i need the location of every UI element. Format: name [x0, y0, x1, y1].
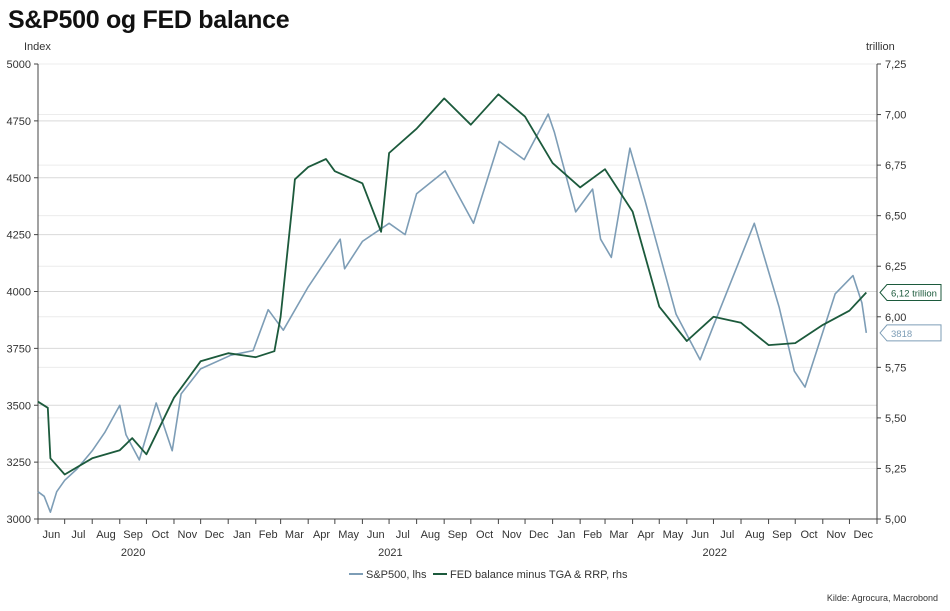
- month-label: Jul: [71, 529, 85, 541]
- legend-label-fed: FED balance minus TGA & RRP, rhs: [450, 569, 628, 581]
- sp500-line: [37, 113, 868, 514]
- axes: [34, 63, 881, 524]
- month-label: Dec: [853, 529, 873, 541]
- month-label: Jan: [557, 529, 575, 541]
- fed-end-label-text: 6,12 trillion: [891, 289, 937, 300]
- month-label: Dec: [529, 529, 549, 541]
- right-tick-label: 6,00: [885, 312, 906, 324]
- right-tick-label: 5,25: [885, 463, 906, 475]
- axis-labels: 3000 3250 3500 3750 4000 4250 4500 4750 5000 5,00…: [7, 41, 942, 559]
- right-tick-label: 5,00: [885, 514, 906, 526]
- month-label: Oct: [152, 529, 169, 541]
- sp500-end-label-text: 3818: [891, 329, 912, 340]
- right-axis-label: trillion: [866, 41, 895, 53]
- left-tick-label: 3500: [7, 400, 31, 412]
- right-tick-label: 7,00: [885, 110, 906, 122]
- month-label: May: [663, 529, 684, 541]
- month-label: Aug: [96, 529, 116, 541]
- left-tick-label: 4750: [7, 116, 31, 128]
- sp500-end-label-box: [879, 324, 942, 342]
- legend-label-sp500: S&P500, lhs: [366, 569, 427, 581]
- right-tick-label: 6,75: [885, 160, 906, 172]
- month-label: Oct: [476, 529, 493, 541]
- month-label: Jun: [42, 529, 60, 541]
- month-label: Nov: [826, 529, 846, 541]
- year-label: 2022: [703, 547, 727, 559]
- month-label: Sep: [123, 529, 143, 541]
- source-note: Kilde: Agrocura, Macrobond: [826, 593, 938, 603]
- month-label: Sep: [448, 529, 468, 541]
- month-label: Apr: [313, 529, 330, 541]
- month-label: Oct: [800, 529, 817, 541]
- year-label: 2021: [378, 547, 402, 559]
- month-label: Jun: [367, 529, 385, 541]
- month-label: Feb: [259, 529, 278, 541]
- series-lines: [37, 93, 868, 514]
- right-tick-label: 6,50: [885, 211, 906, 223]
- month-label: Nov: [502, 529, 522, 541]
- right-tick-label: 5,50: [885, 413, 906, 425]
- sp500-end-label: 3818: [879, 324, 942, 342]
- fed-balance-line: [37, 93, 867, 476]
- year-label: 2020: [121, 547, 145, 559]
- month-label: Apr: [637, 529, 654, 541]
- month-label: Mar: [609, 529, 628, 541]
- month-label: Aug: [745, 529, 765, 541]
- right-tick-label: 7,25: [885, 59, 906, 71]
- month-label: Nov: [178, 529, 198, 541]
- fed-end-label: 6,12 trillion: [879, 284, 942, 302]
- month-label: May: [338, 529, 359, 541]
- month-label: Jun: [691, 529, 709, 541]
- month-label: Dec: [205, 529, 225, 541]
- left-tick-label: 4500: [7, 173, 31, 185]
- month-label: Feb: [583, 529, 602, 541]
- month-label: Jan: [233, 529, 251, 541]
- month-label: Mar: [285, 529, 304, 541]
- left-tick-label: 3750: [7, 343, 31, 355]
- left-axis-label: Index: [24, 41, 51, 53]
- left-tick-label: 3250: [7, 457, 31, 469]
- month-label: Aug: [421, 529, 441, 541]
- month-label: Sep: [772, 529, 792, 541]
- gridlines: [38, 63, 877, 520]
- left-tick-label: 4000: [7, 287, 31, 299]
- month-label: Jul: [396, 529, 410, 541]
- legend: S&P500, lhs FED balance minus TGA & RRP, …: [349, 569, 628, 581]
- left-tick-label: 5000: [7, 59, 31, 71]
- left-tick-label: 3000: [7, 514, 31, 526]
- right-tick-label: 6,25: [885, 261, 906, 273]
- fed-end-label-box: [879, 284, 942, 302]
- left-tick-label: 4250: [7, 230, 31, 242]
- chart-title: S&P500 og FED balance: [8, 6, 290, 34]
- month-label: Jul: [720, 529, 734, 541]
- right-tick-label: 5,75: [885, 362, 906, 374]
